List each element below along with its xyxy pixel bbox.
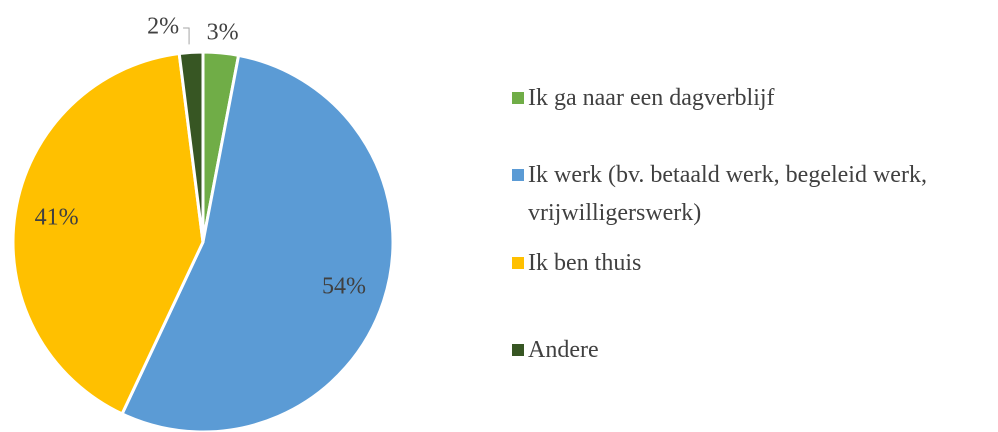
data-label: 54% <box>322 273 366 299</box>
legend-entry: Ik ga naar een dagverblijf <box>510 79 980 117</box>
legend-swatch <box>512 92 524 104</box>
pie-slice <box>11 51 205 416</box>
data-label: 41% <box>35 204 79 230</box>
legend-label: Ik ben thuis <box>528 250 642 276</box>
legend-swatch <box>512 257 524 269</box>
legend-swatch <box>512 344 524 356</box>
legend-entry: Ik werk (bv. betaald werk, begeleid werk… <box>510 156 980 232</box>
leader-line <box>183 27 190 45</box>
data-label: 3% <box>207 19 239 45</box>
pie-slice <box>177 50 205 243</box>
legend: Ik ga naar een dagverblijf Ik werk (bv. b… <box>510 0 998 432</box>
legend-label: Andere <box>528 337 599 363</box>
legend-label: Ik ga naar een dagverblijf <box>528 85 775 111</box>
legend-entry: Andere <box>510 331 980 369</box>
legend-swatch <box>512 169 524 181</box>
data-label: 2% <box>147 14 179 40</box>
legend-label: Ik werk (bv. betaald werk, begeleid werk… <box>528 162 927 226</box>
legend-entry: Ik ben thuis <box>510 244 980 282</box>
